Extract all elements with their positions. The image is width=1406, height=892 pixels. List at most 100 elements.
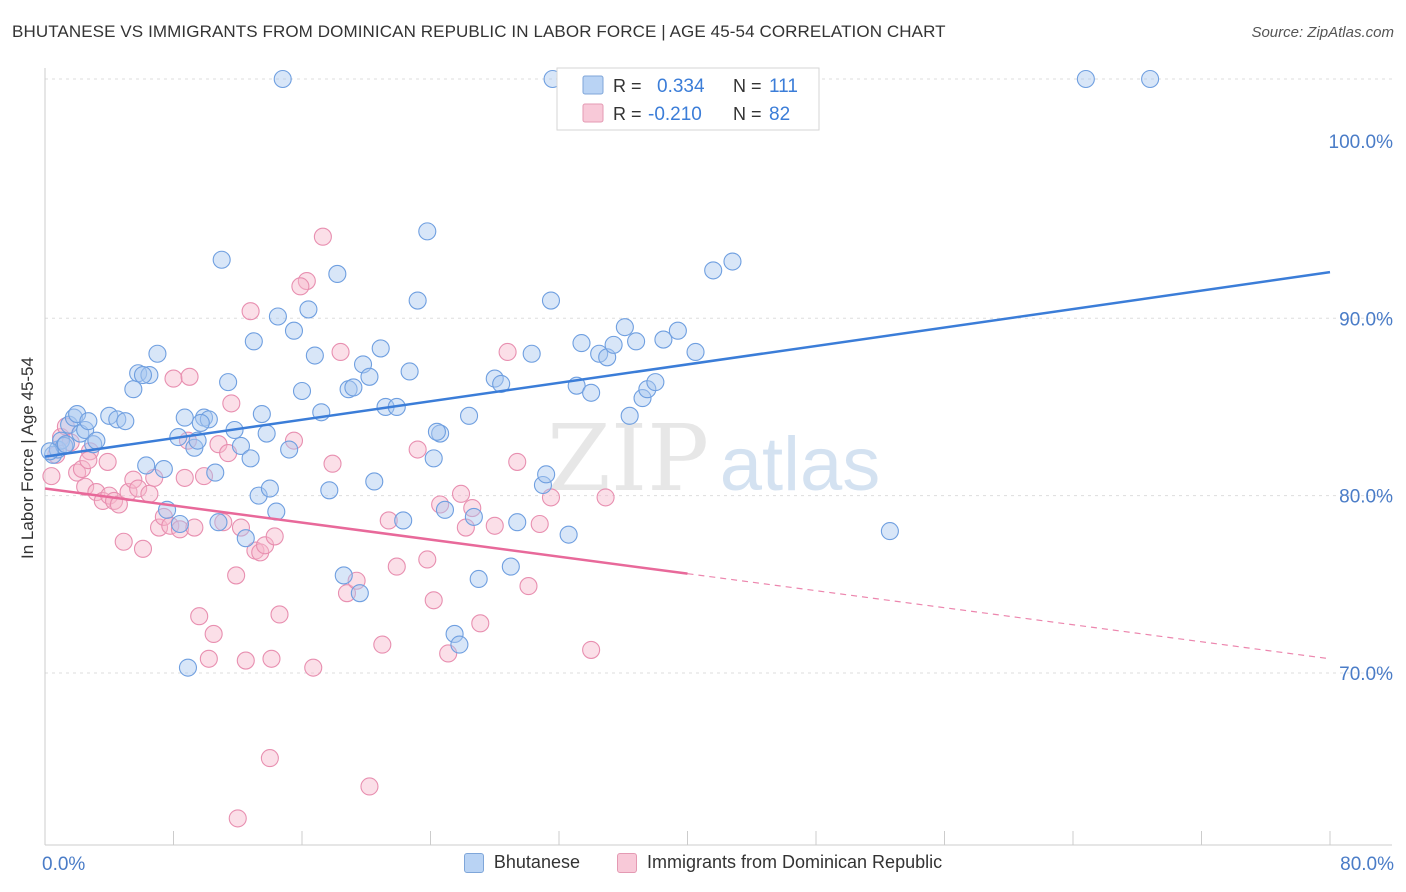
blue-point [880, 522, 899, 541]
blue-point [148, 344, 167, 363]
x-tick-label: 80.0% [1340, 854, 1394, 875]
pink-point [214, 513, 233, 532]
blue-point [154, 459, 173, 479]
pink-point [199, 649, 218, 668]
pink-point [149, 518, 169, 537]
legend-r-label: R = [613, 76, 642, 96]
blue-point [241, 449, 260, 468]
blue-point [604, 335, 623, 354]
blue-point [206, 463, 225, 482]
blue-point [533, 475, 552, 495]
blue-point [344, 378, 363, 397]
blue-point [365, 472, 384, 491]
blue-point [427, 422, 446, 441]
blue-point [654, 330, 673, 349]
legend-swatch-blue [582, 75, 604, 95]
y-axis-label: In Labor Force | Age 45-54 [18, 357, 37, 559]
blue-point [334, 566, 353, 585]
pink-point [241, 302, 260, 321]
blue-point [408, 291, 427, 310]
pink-point [42, 467, 61, 486]
legend-n-label: N = [733, 104, 762, 124]
pink-point [265, 527, 284, 546]
blue-point [620, 406, 639, 425]
blue-point [170, 514, 189, 534]
pink-point [530, 514, 549, 534]
y-tick-label: 80.0% [1339, 487, 1393, 508]
blue-point [68, 405, 87, 424]
pink-point [185, 518, 204, 537]
blue-point [56, 435, 75, 454]
watermark-atlas: atlas [720, 422, 881, 507]
pink-point [129, 479, 148, 498]
pink-point [431, 495, 450, 514]
y-tick-labels: 70.0% 80.0% 90.0% 100.0% [1329, 132, 1394, 685]
blue-point [1141, 69, 1160, 89]
chart-title: BHUTANESE VS IMMIGRANTS FROM DOMINICAN R… [12, 22, 946, 41]
pink-point [236, 651, 255, 670]
pink-point [170, 520, 189, 539]
watermark-zip: ZIP [547, 405, 709, 512]
blue-point [257, 424, 276, 443]
trend-lines [44, 270, 1331, 660]
watermark: ZIP atlas [547, 405, 880, 512]
x-tick-labels: 0.0% 80.0% [42, 854, 1394, 875]
blue-point [522, 344, 541, 363]
legend-swatch-pink [582, 103, 604, 123]
blue-point [537, 465, 556, 484]
blue-point [116, 412, 135, 431]
pink-point [519, 577, 538, 596]
blue-point [431, 424, 450, 443]
pink-point [424, 591, 443, 610]
pink-trend-extension [687, 573, 1331, 660]
blue-point [627, 332, 646, 351]
pink-point [231, 518, 251, 537]
pink-point [337, 584, 357, 603]
blue-point [646, 373, 665, 392]
x-tick-label: 0.0% [42, 854, 85, 875]
blue-point [445, 624, 464, 644]
blue-point [284, 321, 304, 340]
blue-point [686, 342, 705, 362]
pink-point [222, 394, 241, 413]
pink-trend-line [44, 487, 688, 575]
pink-point [408, 440, 427, 459]
blue-point [350, 584, 369, 603]
pink-point [190, 607, 209, 626]
blue-point [268, 307, 287, 326]
blue-point [209, 513, 228, 532]
pink-point [227, 566, 246, 585]
pink-point [387, 557, 406, 576]
blue-point [435, 500, 455, 519]
legend-r-label: R = [613, 104, 642, 124]
blue-point [52, 431, 71, 450]
blue-point [459, 406, 479, 425]
y-tick-label: 100.0% [1329, 132, 1394, 153]
blue-point [137, 456, 156, 475]
pink-point [72, 459, 91, 479]
blue-point [178, 658, 198, 677]
source-credit: Source: ZipAtlas.com [1251, 24, 1394, 41]
blue-point [260, 479, 279, 498]
legend-r-value: -0.210 [648, 104, 702, 125]
pink-point [471, 614, 490, 633]
blue-point [231, 436, 251, 456]
pink-point [164, 369, 183, 388]
blue-point [133, 365, 153, 385]
blue-point [87, 431, 106, 450]
legend-swatch-dominican [617, 852, 637, 873]
blue-point [1076, 69, 1095, 89]
blue-point [633, 389, 652, 408]
pink-point [284, 431, 304, 450]
blue-point [280, 440, 299, 459]
pink-point [68, 463, 87, 482]
blue-point [299, 300, 318, 319]
blue-point [273, 69, 292, 89]
y-tick-label: 70.0% [1339, 664, 1393, 685]
blue-point [615, 318, 634, 337]
blue-point [252, 405, 271, 424]
blue-point [40, 442, 59, 461]
blue-point [305, 346, 324, 365]
pink-point [140, 484, 159, 503]
